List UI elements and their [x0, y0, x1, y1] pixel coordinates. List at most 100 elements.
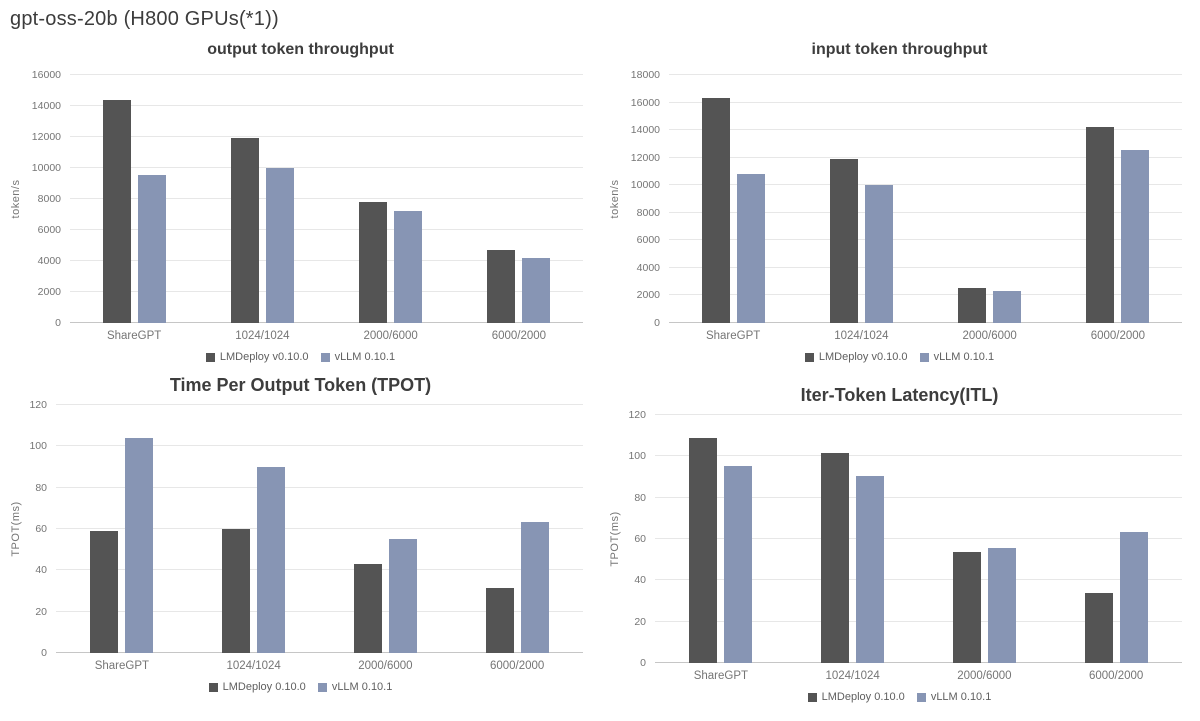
bar — [736, 173, 765, 323]
y-tick-label: 120 — [29, 399, 47, 411]
y-tick-label: 16000 — [31, 69, 61, 81]
x-axis-labels: ShareGPT 1024/1024 2000/6000 6000/2000 — [669, 330, 1182, 342]
bar — [520, 521, 549, 653]
x-category-label: ShareGPT — [693, 670, 749, 682]
y-tick-label: 80 — [35, 481, 47, 494]
y-tick-label: 60 — [634, 533, 646, 545]
bar-group — [70, 75, 198, 323]
x-category-label: ShareGPT — [106, 330, 162, 342]
chart-title: Iter-Token Latency(ITL) — [800, 385, 999, 405]
legend-swatch-vllm — [919, 352, 929, 362]
legend-item-vllm: vLLM 0.10.1 — [317, 681, 392, 693]
gridline — [56, 652, 583, 653]
gridline — [56, 610, 583, 612]
chart-input-token-throughput: input token throughput token/s 0 2000 4000… — [607, 35, 1192, 363]
y-tick-label: 14000 — [630, 124, 660, 137]
bar — [993, 290, 1022, 323]
legend-item-vllm: vLLM 0.10.1 — [320, 351, 396, 363]
bar — [1119, 531, 1148, 663]
legend-item-vllm: vLLM 0.10.1 — [919, 351, 994, 363]
bar — [701, 97, 730, 323]
bar-group — [451, 405, 583, 653]
bar — [1084, 592, 1113, 663]
charts-grid: output token throughput token/s 0 2000 400… — [0, 35, 1200, 703]
y-tick-label: 8000 — [636, 206, 660, 219]
bar — [1121, 150, 1150, 323]
bar-group — [1054, 75, 1182, 323]
y-tick-label: 100 — [29, 440, 47, 453]
y-tick-label: 4000 — [37, 255, 61, 267]
plot-area: TPOT(ms) 0 20 40 60 80 100 120 — [10, 399, 583, 659]
bar-group — [188, 405, 320, 653]
x-category-label: ShareGPT — [705, 330, 761, 342]
gridline — [655, 496, 1182, 498]
bar — [487, 250, 516, 323]
gridline — [70, 136, 583, 137]
legend-swatch-vllm — [916, 692, 926, 702]
gridline — [56, 404, 583, 405]
x-category-label: 6000/2000 — [489, 660, 545, 672]
y-tick-label: 0 — [55, 317, 61, 329]
bar — [125, 438, 154, 653]
x-category-label: 1024/1024 — [834, 330, 889, 342]
gridline — [70, 74, 583, 75]
legend-item-lmdeploy: LMDeploy 0.10.0 — [807, 691, 905, 703]
legend-swatch-vllm — [320, 352, 330, 362]
bar — [353, 564, 382, 653]
chart-title: output token throughput — [207, 41, 394, 58]
bar-group — [926, 75, 1054, 323]
chart-title: Time Per Output Token (TPOT) — [169, 375, 432, 395]
legend-swatch-lmdeploy — [208, 682, 218, 692]
bar-groups — [70, 75, 583, 323]
gridline — [56, 445, 583, 447]
gridline — [655, 455, 1182, 457]
gridline — [655, 662, 1182, 663]
bar — [230, 137, 259, 323]
y-axis-label: token/s — [609, 179, 621, 219]
page-title: gpt-oss-20b (H800 GPUs(*1)) — [10, 8, 279, 30]
bar — [265, 168, 294, 323]
gridline — [70, 260, 583, 261]
y-tick-label: 80 — [634, 491, 646, 504]
legend-label: LMDeploy v0.10.0 — [818, 351, 908, 363]
bar-group — [797, 75, 925, 323]
y-tick-label: 4000 — [636, 261, 660, 274]
bar — [724, 465, 753, 663]
bar — [856, 475, 885, 663]
legend: LMDeploy 0.10.0 vLLM 0.10.1 — [607, 691, 1192, 703]
y-tick-label: 10000 — [31, 162, 61, 174]
y-tick-label: 12000 — [630, 151, 660, 164]
y-tick-label: 0 — [654, 317, 660, 329]
y-tick-label: 40 — [634, 574, 646, 587]
gridline — [70, 105, 583, 106]
x-axis-labels: ShareGPT 1024/1024 2000/6000 6000/2000 — [70, 330, 583, 342]
gridline — [669, 266, 1182, 268]
x-category-label: 1024/1024 — [825, 670, 880, 682]
gridline — [669, 322, 1182, 323]
gridline — [655, 620, 1182, 622]
bar — [987, 548, 1016, 663]
plot-area: token/s 0 2000 4000 6000 8000 10000 12000 14000… — [10, 69, 583, 329]
y-tick-label: 60 — [35, 523, 47, 535]
gridline — [669, 129, 1182, 131]
legend: LMDeploy 0.10.0 vLLM 0.10.1 — [8, 681, 593, 693]
y-tick-label: 14000 — [31, 100, 61, 112]
y-tick-label: 40 — [35, 564, 47, 577]
legend-swatch-vllm — [317, 682, 327, 692]
y-tick-label: 20 — [634, 615, 646, 628]
y-axis-label: TPOT(ms) — [10, 501, 22, 557]
chart-output-token-throughput: output token throughput token/s 0 2000 400… — [8, 35, 593, 363]
y-tick-label: 100 — [628, 450, 646, 463]
x-category-label: 2000/6000 — [363, 330, 418, 342]
x-category-label: 2000/6000 — [358, 660, 413, 672]
y-tick-label: 0 — [41, 647, 47, 659]
chart-iter-token-latency: Iter-Token Latency(ITL) TPOT(ms) 0 20 40 60… — [607, 367, 1192, 703]
bar-group — [787, 415, 919, 663]
y-tick-label: 6000 — [37, 224, 61, 236]
legend-item-lmdeploy: LMDeploy v0.10.0 — [205, 351, 309, 363]
gridline — [669, 211, 1182, 213]
bar-groups — [655, 415, 1182, 663]
legend-label: vLLM 0.10.1 — [334, 351, 396, 363]
y-tick-label: 0 — [640, 657, 646, 669]
legend: LMDeploy v0.10.0 vLLM 0.10.1 — [607, 351, 1192, 363]
